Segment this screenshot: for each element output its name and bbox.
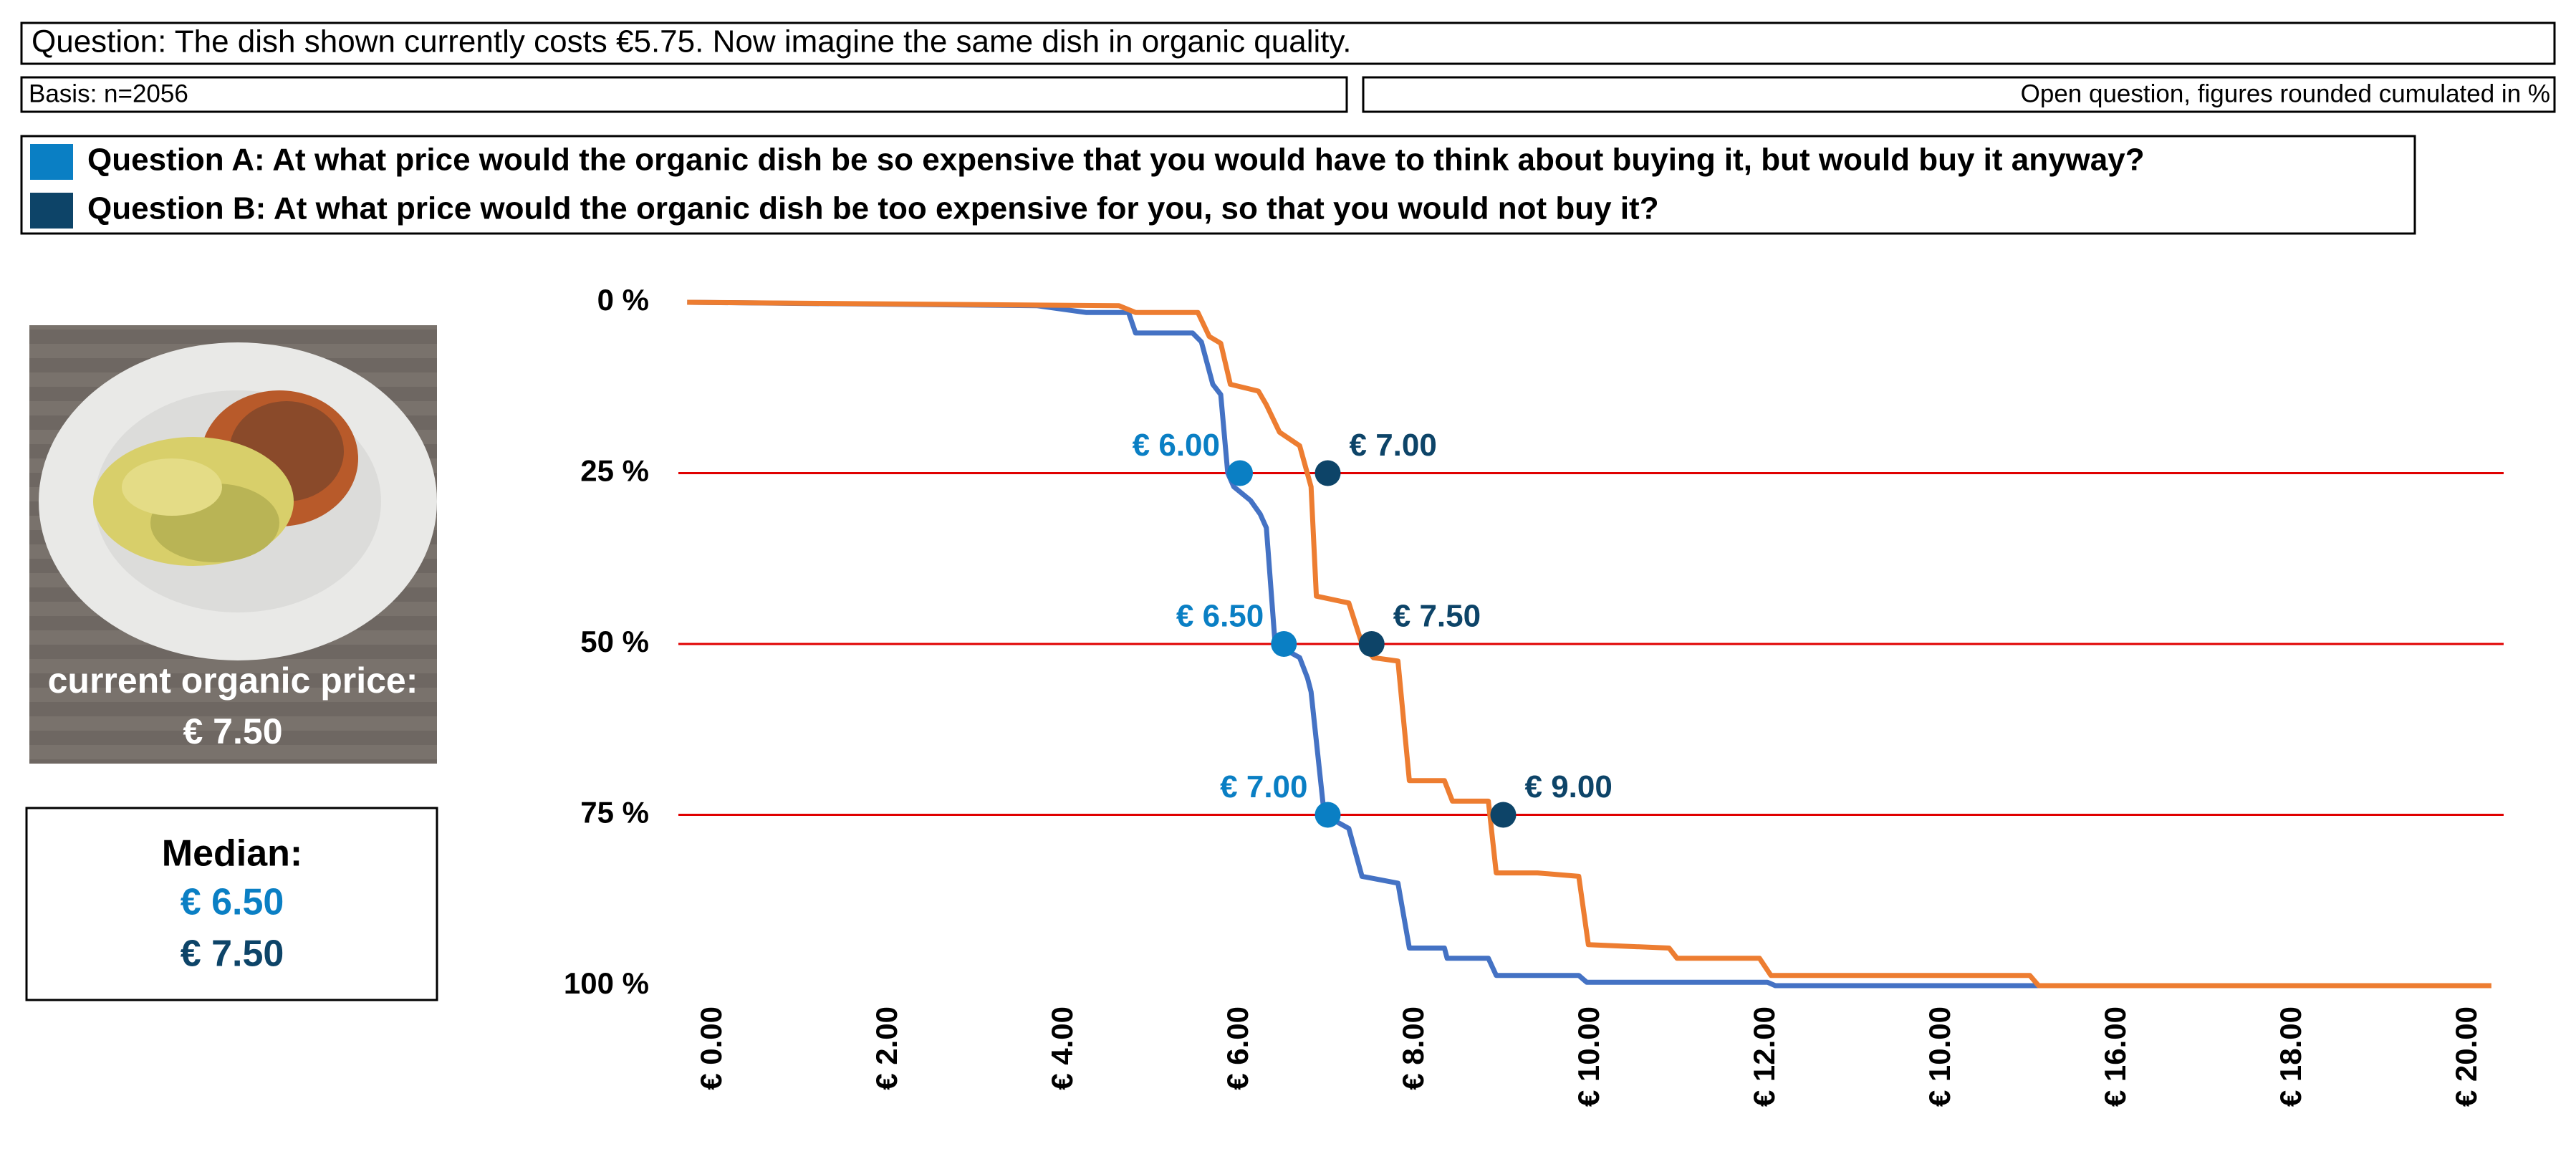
point-label: € 7.00 <box>1350 428 1437 463</box>
median-box <box>25 807 438 1001</box>
x-tick-label: € 10.00 <box>1572 1006 1605 1107</box>
caption-price: € 7.50 <box>183 711 282 751</box>
y-tick-label: 100 % <box>564 966 649 1000</box>
point-label: € 9.00 <box>1525 769 1613 804</box>
x-tick-label: € 10.00 <box>1923 1006 1956 1107</box>
point-label: € 7.00 <box>1220 769 1307 804</box>
median-title: Median: <box>162 833 302 875</box>
x-tick-label: € 20.00 <box>2449 1006 2483 1107</box>
legend-box <box>20 135 2416 235</box>
y-tick-label: 0 % <box>597 283 649 317</box>
y-tick-label: 25 % <box>580 454 649 488</box>
series-line <box>687 299 2120 989</box>
basis-box <box>20 76 1348 113</box>
median-value: € 6.50 <box>181 882 284 923</box>
caption-line: current organic price: <box>48 660 418 701</box>
median-value: € 7.50 <box>181 933 284 975</box>
highlight-point <box>1358 631 1385 657</box>
highlight-point <box>1315 802 1341 828</box>
y-tick-label: 50 % <box>580 625 649 658</box>
x-tick-label: € 4.00 <box>1045 1006 1079 1090</box>
point-label: € 6.50 <box>1176 599 1264 634</box>
legend-swatch <box>30 144 73 180</box>
point-label: € 7.50 <box>1393 599 1481 634</box>
question-box <box>20 21 2556 65</box>
basis: Basis: n=2056 <box>29 80 188 107</box>
legend-swatch <box>30 193 73 229</box>
x-tick-label: € 6.00 <box>1221 1006 1254 1090</box>
y-tick-label: 75 % <box>580 796 649 830</box>
x-tick-label: € 18.00 <box>2274 1006 2307 1107</box>
series-line <box>687 299 2491 989</box>
highlight-point <box>1315 460 1341 486</box>
legend-label: Question A: At what price would the orga… <box>87 143 2145 178</box>
highlight-point <box>1271 631 1297 657</box>
highlight-point <box>1490 802 1517 828</box>
highlight-point <box>1227 460 1253 486</box>
note-box <box>1362 76 2556 113</box>
legend-label: Question B: At what price would the orga… <box>87 191 1659 226</box>
x-tick-label: € 0.00 <box>694 1006 728 1090</box>
point-label: € 6.00 <box>1133 428 1220 463</box>
x-tick-label: € 8.00 <box>1396 1006 1430 1090</box>
x-tick-label: € 2.00 <box>870 1006 903 1090</box>
x-tick-label: € 16.00 <box>2098 1006 2132 1107</box>
note: Open question, figures rounded cumulated… <box>2021 80 2550 107</box>
dish-photo <box>29 325 437 764</box>
x-tick-label: € 12.00 <box>1747 1006 1781 1107</box>
question: Question: The dish shown currently costs… <box>32 24 1351 59</box>
